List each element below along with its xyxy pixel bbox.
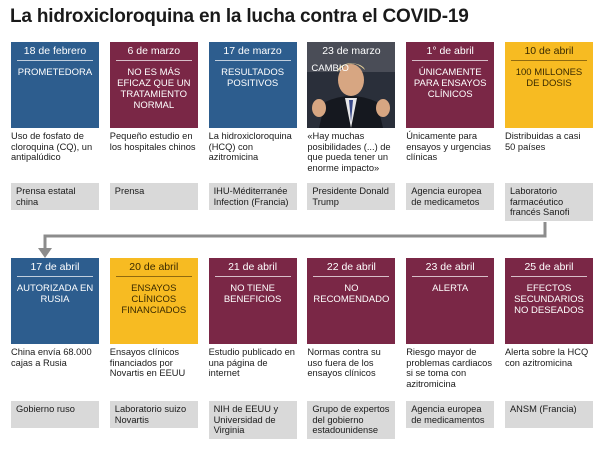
event-apr-23: 23 de abril ALERTA Riesgo mayor de probl…: [406, 258, 495, 439]
event-status: AUTORIZADA EN RUSIA: [16, 283, 94, 305]
event-date: 6 de marzo: [127, 45, 181, 57]
event-feb-18: 18 de febrero PROMETEDORA Uso de fosfato…: [11, 42, 99, 221]
event-card: 18 de febrero PROMETEDORA: [11, 42, 99, 128]
timeline-row-2: 17 de abril AUTORIZADA EN RUSIA China en…: [11, 258, 593, 439]
event-source: Laboratorio suizo Novartis: [109, 401, 198, 428]
event-description: Uso de fosfato de cloroquina (CQ), un an…: [11, 131, 93, 162]
event-source: NIH de EEUU y Universidad de Virginia: [208, 401, 297, 439]
event-date: 17 de marzo: [223, 45, 282, 57]
event-status: ENSAYOS CLÍNICOS FINANCIADOS: [121, 283, 187, 316]
timeline-row-1: 18 de febrero PROMETEDORA Uso de fosfato…: [11, 42, 593, 221]
event-description: Únicamente para ensayos y urgencias clín…: [406, 131, 491, 162]
event-source: Agencia europea de medicamentos: [406, 401, 495, 428]
event-description: Ensayos clínicos financiados por Novarti…: [109, 347, 186, 378]
event-card: 20 de abril ENSAYOS CLÍNICOS FINANCIADOS: [109, 258, 198, 344]
event-date: 22 de abril: [326, 261, 376, 273]
event-source: Presidente Donald Trump: [307, 183, 396, 210]
event-mar-23: 23 de marzo CAMBIO «Hay muchas posibilid…: [307, 42, 396, 221]
divider: [510, 276, 587, 277]
event-description: Distribuidas a casi 50 países: [504, 131, 581, 152]
event-apr-10: 10 de abril 100 MILLONES DE DOSIS Distri…: [504, 42, 593, 221]
event-card: 25 de abril EFECTOS SECUNDARIOS NO DESEA…: [504, 258, 593, 344]
event-source: Prensa: [109, 183, 198, 210]
event-card: 23 de abril ALERTA: [406, 258, 495, 344]
event-status: ALERTA: [432, 283, 469, 294]
event-mar-6: 6 de marzo NO ES MÁS EFICAZ QUE UN TRATA…: [109, 42, 198, 221]
event-date: 23 de marzo: [322, 45, 381, 57]
event-source: Prensa estatal china: [11, 183, 99, 210]
event-apr-17: 17 de abril AUTORIZADA EN RUSIA China en…: [11, 258, 99, 439]
event-status: EFECTOS SECUNDARIOS NO DESEADOS: [514, 283, 584, 316]
event-apr-1: 1° de abril ÚNICAMENTE PARA ENSAYOS CLÍN…: [406, 42, 495, 221]
trump-photo: [307, 42, 396, 128]
event-card-photo: 23 de marzo CAMBIO: [307, 42, 396, 128]
event-description: Estudio publicado en una página de inter…: [208, 347, 295, 378]
divider: [510, 60, 587, 61]
event-card: 17 de marzo RESULTADOS POSITIVOS: [208, 42, 297, 128]
divider: [214, 276, 291, 277]
event-status: CAMBIO: [311, 63, 349, 74]
event-source: Gobierno ruso: [11, 401, 99, 428]
event-description: Normas contra su uso fuera de los ensayo…: [307, 347, 381, 378]
event-status: NO RECOMENDADO: [313, 283, 390, 305]
event-description: «Hay muchas posibilidades (...) de que p…: [307, 131, 391, 173]
divider: [17, 276, 93, 277]
event-description: La hidroxicloroquina (HCQ) con azitromic…: [208, 131, 292, 162]
event-description: Riesgo mayor de problemas cardiacos si s…: [406, 347, 492, 389]
divider: [17, 60, 93, 61]
event-date: 21 de abril: [228, 261, 278, 273]
event-apr-21: 21 de abril NO TIENE BENEFICIOS Estudio …: [208, 258, 297, 439]
divider: [412, 276, 489, 277]
event-status: RESULTADOS POSITIVOS: [221, 67, 285, 89]
event-status: ÚNICAMENTE PARA ENSAYOS CLÍNICOS: [413, 67, 487, 100]
event-source: Agencia europea de medicametos: [406, 183, 495, 210]
event-description: Pequeño estudio en los hospitales chinos: [109, 131, 196, 152]
event-date: 20 de abril: [129, 261, 179, 273]
event-card: 6 de marzo NO ES MÁS EFICAZ QUE UN TRATA…: [109, 42, 198, 128]
event-status: PROMETEDORA: [17, 67, 93, 78]
event-source: Laboratorio farmacéutico francés Sanofi: [504, 183, 593, 221]
event-status: NO ES MÁS EFICAZ QUE UN TRATAMIENTO NORM…: [117, 67, 191, 111]
event-apr-20: 20 de abril ENSAYOS CLÍNICOS FINANCIADOS…: [109, 258, 198, 439]
page-title: La hidroxicloroquina en la lucha contra …: [10, 6, 469, 27]
event-source: IHU-Méditerranée Infection (Francia): [208, 183, 297, 210]
divider: [214, 60, 291, 61]
event-source: Grupo de expertos del gobierno estadouni…: [307, 401, 396, 439]
event-date: 17 de abril: [30, 261, 80, 273]
divider: [313, 276, 390, 277]
event-status: 100 MILLONES DE DOSIS: [515, 67, 583, 89]
event-description: China envía 68.000 cajas a Rusia: [11, 347, 92, 368]
divider: [115, 276, 192, 277]
event-card: 10 de abril 100 MILLONES DE DOSIS: [504, 42, 593, 128]
divider: [412, 60, 489, 61]
event-date: 10 de abril: [524, 45, 574, 57]
event-date: 25 de abril: [524, 261, 574, 273]
event-source: ANSM (Francia): [504, 401, 593, 428]
event-apr-22: 22 de abril NO RECOMENDADO Normas contra…: [307, 258, 396, 439]
event-card: 21 de abril NO TIENE BENEFICIOS: [208, 258, 297, 344]
event-card: 17 de abril AUTORIZADA EN RUSIA: [11, 258, 99, 344]
event-card: 22 de abril NO RECOMENDADO: [307, 258, 396, 344]
event-date: 1° de abril: [426, 45, 474, 57]
event-description: Alerta sobre la HCQ con azitromicina: [504, 347, 589, 368]
event-date: 23 de abril: [425, 261, 475, 273]
event-apr-25: 25 de abril EFECTOS SECUNDARIOS NO DESEA…: [504, 258, 593, 439]
event-date: 18 de febrero: [23, 45, 87, 57]
event-status: NO TIENE BENEFICIOS: [223, 283, 282, 305]
event-mar-17: 17 de marzo RESULTADOS POSITIVOS La hidr…: [208, 42, 297, 221]
event-card: 1° de abril ÚNICAMENTE PARA ENSAYOS CLÍN…: [406, 42, 495, 128]
divider: [115, 60, 192, 61]
